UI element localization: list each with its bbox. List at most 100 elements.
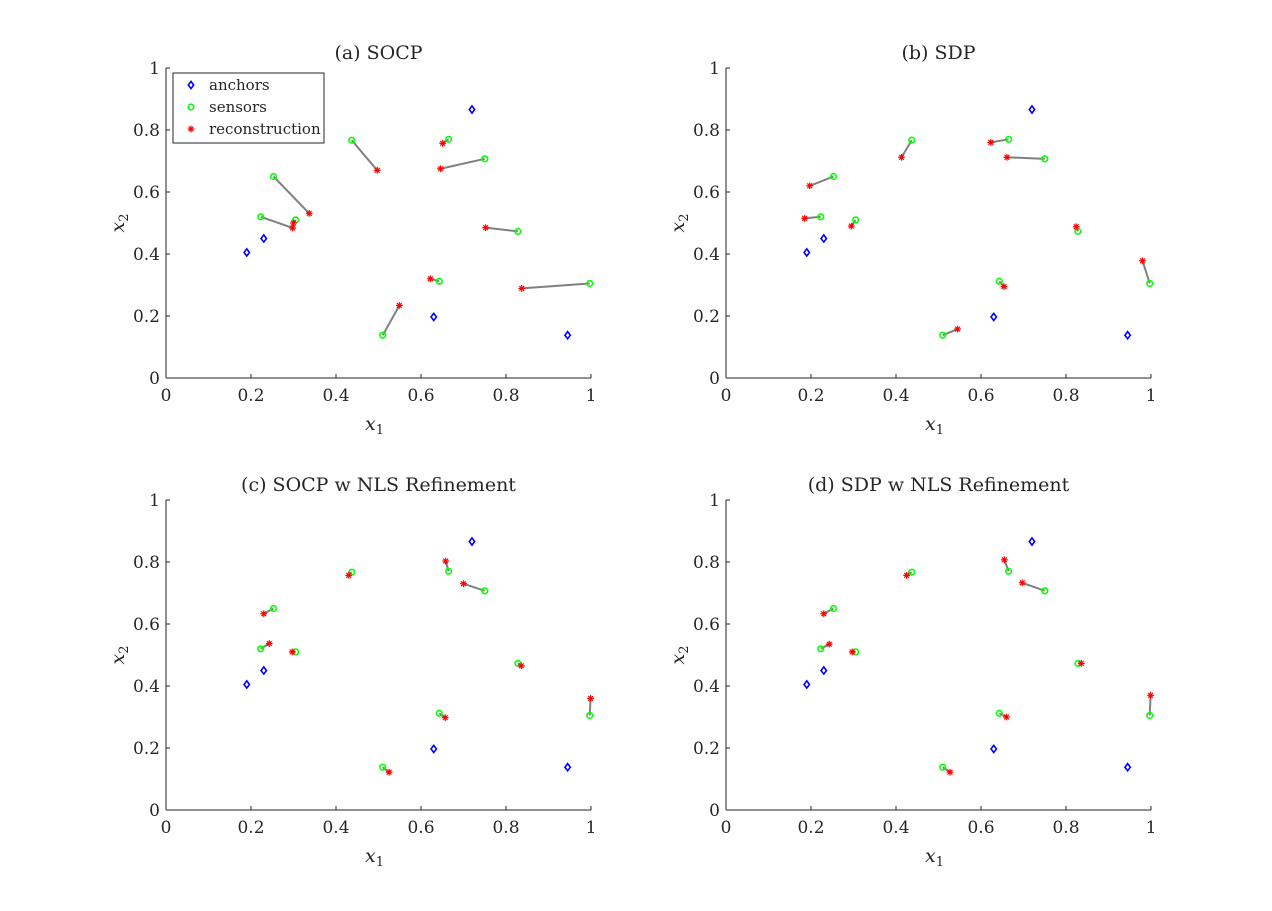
sensor-point — [908, 136, 916, 144]
x-tick-label: 0.4 — [882, 386, 909, 406]
y-axis-label: x2 — [667, 646, 692, 665]
sensor-point — [445, 567, 453, 575]
sensor-point — [1146, 279, 1154, 288]
sensor-point — [348, 136, 356, 144]
anchor-point — [260, 233, 268, 244]
sensor-point — [908, 568, 916, 576]
sensor-point — [481, 155, 489, 163]
sensor-point — [852, 216, 860, 224]
anchor-point — [803, 247, 811, 258]
y-tick-label: 0.6 — [693, 183, 720, 203]
anchor-point — [1123, 762, 1132, 773]
anchor-point — [990, 743, 998, 754]
reconstruction-point — [1000, 556, 1008, 564]
x-tick-label: 0 — [721, 818, 732, 838]
y-tick-label: 0 — [149, 801, 160, 821]
y-tick-label: 0.2 — [693, 307, 720, 327]
subplot-3: 0 0.2 0.4 0.6 0.8 1 0 0.2 0.4 0.6 0.8 1 (c) SOCP w N… — [107, 474, 596, 870]
reconstruction-point — [517, 662, 525, 670]
x-tick-label: 0.8 — [1052, 818, 1079, 838]
y-tick-label: 0.8 — [133, 121, 160, 141]
anchor-point — [468, 536, 476, 547]
x-tick-label: 1 — [1146, 818, 1157, 838]
sensor-point — [817, 213, 825, 221]
y-tick-label: 0 — [709, 801, 720, 821]
reconstruction-point — [987, 139, 995, 146]
subplot-2: 0 0.2 0.4 0.6 0.8 1 0 0.2 0.4 0.6 0.8 1 (b) SDP x1 x2 — [667, 42, 1156, 438]
sensor-point — [269, 172, 278, 181]
legend-entry-label: anchors — [209, 76, 270, 94]
sensor-point — [257, 645, 265, 653]
sensor-point — [817, 645, 825, 653]
reconstruction-point — [825, 640, 833, 648]
anchor-point — [430, 311, 438, 322]
anchor-point — [243, 247, 251, 258]
sensor-point — [995, 277, 1003, 285]
reconstruction-point — [288, 648, 296, 656]
error-link — [521, 282, 590, 290]
y-tick-label: 0.4 — [133, 677, 160, 697]
sensor-point — [445, 135, 453, 143]
sensor-point — [481, 587, 489, 595]
reconstruction-point — [305, 209, 313, 217]
reconstruction-point — [903, 571, 911, 579]
reconstruction-point — [1147, 691, 1154, 699]
y-axis-label: x2 — [667, 214, 692, 233]
error-link — [809, 175, 834, 187]
y-tick-label: 0.4 — [693, 245, 720, 265]
error-link — [260, 215, 293, 229]
sensor-point — [1041, 155, 1049, 163]
legend-reconstruction-marker — [187, 125, 195, 133]
reconstruction-point — [954, 325, 962, 333]
y-tick-label: 0 — [709, 369, 720, 389]
reconstruction-point — [946, 768, 954, 776]
reconstruction-point — [373, 166, 381, 174]
x-tick-label: 0.6 — [407, 386, 434, 406]
x-tick-label: 0.6 — [967, 818, 994, 838]
sensor-point — [1005, 135, 1013, 143]
anchor-point — [260, 665, 268, 676]
error-link — [1003, 559, 1010, 572]
x-tick-label: 0.6 — [407, 818, 434, 838]
anchor-point — [990, 311, 998, 322]
reconstruction-point — [820, 610, 828, 618]
reconstruction-point — [441, 714, 449, 722]
x-tick-label: 0.2 — [237, 818, 264, 838]
y-tick-label: 0.8 — [133, 553, 160, 573]
sensor-point — [829, 604, 838, 613]
reconstruction-point — [260, 610, 268, 618]
error-link — [381, 304, 401, 336]
y-tick-label: 0.6 — [133, 615, 160, 635]
legend-entry-label: reconstruction — [209, 120, 321, 138]
x-tick-label: 0 — [721, 386, 732, 406]
x-tick-label: 0.4 — [322, 818, 349, 838]
reconstruction-point — [426, 275, 434, 283]
x-tick-label: 0.4 — [882, 818, 909, 838]
anchor-point — [803, 679, 811, 690]
anchor-point — [468, 104, 476, 115]
x-tick-label: 0.2 — [797, 386, 824, 406]
x-axis-label: x1 — [925, 845, 944, 870]
subplot-4: 0 0.2 0.4 0.6 0.8 1 0 0.2 0.4 0.6 0.8 1 (d) SDP w NL… — [667, 474, 1156, 870]
subplot-1: 0 0.2 0.4 0.6 0.8 1 0 0.2 0.4 0.6 0.8 1 (a) SOCP x1 x2… — [107, 42, 596, 438]
subplot-title: (a) SOCP — [334, 42, 422, 64]
legend-anchor-marker — [187, 80, 195, 90]
sensor-point — [269, 604, 278, 613]
error-link — [485, 226, 519, 233]
subplot-title: (d) SDP w NLS Refinement — [808, 474, 1070, 496]
reconstruction-point — [806, 182, 814, 190]
x-tick-label: 0.2 — [797, 818, 824, 838]
anchor-point — [243, 679, 251, 690]
subplot-title: (b) SDP — [901, 42, 975, 64]
x-tick-label: 0 — [161, 386, 172, 406]
sensor-point — [1005, 567, 1013, 575]
anchor-point — [820, 665, 828, 676]
reconstruction-point — [898, 153, 905, 161]
anchor-point — [430, 743, 438, 754]
reconstruction-point — [395, 302, 403, 309]
y-tick-label: 0.6 — [133, 183, 160, 203]
reconstruction-point — [1003, 153, 1011, 161]
y-tick-label: 0.2 — [133, 307, 160, 327]
reconstruction-point — [460, 580, 467, 588]
